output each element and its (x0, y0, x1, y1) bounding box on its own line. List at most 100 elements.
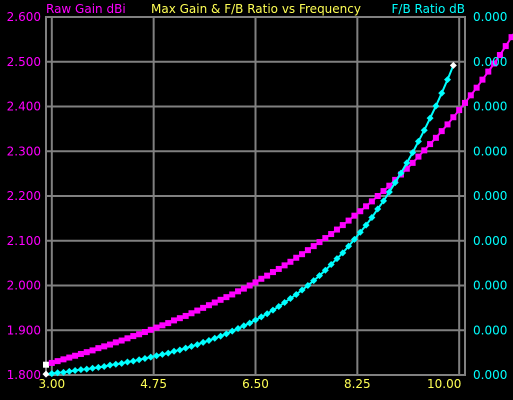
fb-point (414, 137, 422, 145)
gain-point (415, 153, 422, 160)
gain-point (380, 188, 387, 195)
gain-point (508, 34, 513, 41)
fb-point (316, 272, 324, 280)
gain-point (83, 349, 90, 356)
fb-point (228, 327, 236, 335)
gain-point (72, 352, 79, 359)
y-right-tick-label: 0.000 (473, 10, 507, 24)
gain-point (141, 329, 148, 336)
fb-point (444, 76, 452, 84)
y-left-axis-label: Raw Gain dBi (46, 2, 126, 16)
gain-point (368, 198, 375, 205)
gain-point (421, 147, 428, 154)
fb-point (211, 334, 219, 342)
fb-point (385, 188, 393, 196)
gain-point (432, 134, 439, 141)
gain-point (456, 107, 463, 114)
fb-point (362, 221, 370, 229)
gain-point (386, 182, 393, 189)
fb-point (153, 352, 161, 360)
gain-point (328, 231, 335, 238)
gain-point (304, 247, 311, 254)
fb-point (374, 205, 382, 213)
gain-point (118, 337, 125, 344)
gain-point (357, 208, 364, 215)
y-left-tick-label: 1.900 (7, 323, 41, 337)
fb-point (129, 357, 137, 365)
fb-point (449, 61, 457, 69)
gain-point (124, 335, 131, 342)
grid (45, 16, 466, 376)
gain-point (171, 317, 178, 324)
gain-point (485, 68, 492, 75)
chart-title: Max Gain & F/B Ratio vs Frequency (151, 2, 361, 16)
gain-point (153, 324, 160, 331)
fb-point (164, 349, 172, 357)
gain-point (77, 350, 84, 357)
gain-point (333, 226, 340, 233)
gain-point (345, 217, 352, 224)
fb-point (187, 342, 195, 350)
gain-point (147, 326, 154, 333)
gain-point (496, 52, 503, 59)
fb-point (292, 290, 300, 298)
gain-point (43, 361, 49, 368)
gain-point (491, 60, 498, 67)
y-right-tick-label: 0.000 (473, 100, 507, 114)
gain-point (136, 331, 143, 338)
y-right-tick-label: 0.000 (473, 323, 507, 337)
gain-point (217, 296, 224, 303)
fb-point (275, 303, 283, 311)
gain-point (462, 99, 468, 106)
fb-point (48, 370, 56, 378)
fb-point (42, 370, 50, 378)
gain-point (107, 341, 114, 348)
gain-point (374, 193, 381, 199)
gain-point (176, 315, 183, 322)
gain-point (322, 235, 329, 242)
fb-point (106, 361, 114, 369)
gain-point (310, 243, 317, 250)
gain-point (223, 294, 230, 301)
fb-point (170, 347, 178, 355)
fb-point (158, 350, 166, 358)
fb-point (54, 369, 62, 377)
x-tick-label: 8.25 (344, 377, 371, 391)
gain-point (54, 358, 61, 365)
fb-point (380, 197, 388, 205)
gain-point (240, 285, 247, 292)
gain-point (159, 322, 166, 329)
fb-point (438, 89, 446, 97)
fb-point (304, 282, 312, 289)
gain-point (194, 307, 201, 314)
x-tick-label: 10.00 (427, 377, 461, 391)
x-tick-label: 6.50 (242, 377, 269, 391)
y-left-tick-label: 2.000 (7, 279, 41, 293)
series-layer (42, 33, 513, 378)
gain-point (188, 310, 195, 317)
fb-point (420, 126, 428, 134)
y-right-tick-label: 0.000 (473, 55, 507, 69)
gain-point (165, 320, 172, 327)
fb-point (345, 242, 353, 250)
fb-point (65, 367, 73, 375)
fb-point (356, 228, 364, 236)
gain-point (252, 279, 259, 286)
fb-point (269, 306, 277, 314)
fb-point (123, 358, 131, 366)
fb-point (205, 337, 213, 345)
fb-point (339, 249, 347, 257)
gain-point (427, 141, 434, 148)
gain-point (211, 299, 218, 306)
fb-point (257, 313, 265, 321)
gain-point (281, 262, 288, 269)
fb-point (286, 294, 294, 302)
fb-point (246, 319, 254, 327)
fb-point (118, 359, 126, 367)
fb-point (83, 365, 91, 373)
gain-point (48, 359, 55, 366)
fb-point (432, 102, 440, 110)
y-left-tick-label: 1.800 (7, 368, 41, 382)
fb-point (193, 341, 201, 349)
